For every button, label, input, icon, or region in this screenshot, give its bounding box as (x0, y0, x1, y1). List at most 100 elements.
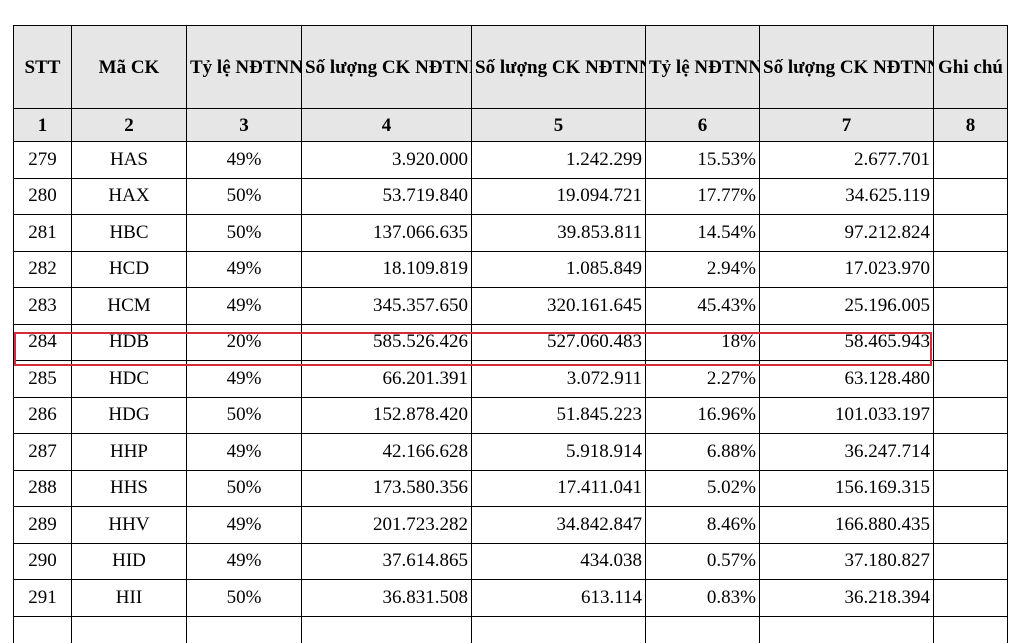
cell-held-ratio: 17.77% (645, 177, 760, 215)
cell-remaining-room: 101.033.197 (759, 396, 934, 434)
cell-note (933, 214, 1008, 252)
cell-max-ratio: 50% (186, 177, 302, 215)
cell-remaining-room: 36.247.714 (759, 433, 934, 471)
cell-max-ratio: 49% (186, 433, 302, 471)
cell-ma-ck: HHV (71, 506, 187, 544)
empty-cell (933, 615, 1008, 643)
cell-max-ratio: 50% (186, 579, 302, 617)
header-note: Ghi chú (933, 25, 1008, 109)
column-number: 1 (13, 108, 72, 142)
cell-note (933, 141, 1008, 179)
cell-max-ratio: 49% (186, 542, 302, 580)
table-body: 279 HAS 49% 3.920.000 1.242.299 15.53% 2… (13, 141, 1008, 643)
table-row: 287 HHP 49% 42.166.628 5.918.914 6.88% 3… (13, 433, 1008, 471)
cell-remaining-room: 166.880.435 (759, 506, 934, 544)
cell-held-qty: 320.161.645 (471, 287, 646, 325)
table-row: 291 HII 50% 36.831.508 613.114 0.83% 36.… (13, 579, 1008, 617)
cell-stt: 279 (13, 141, 72, 179)
column-number-row: 1 2 3 4 5 6 7 8 (13, 108, 1008, 142)
cell-note (933, 287, 1008, 325)
header-row: STT Mã CK Tỷ lệ NĐTNN sở hữu tối đa Số l… (13, 25, 1008, 109)
cell-held-qty: 39.853.811 (471, 214, 646, 252)
cell-stt: 285 (13, 360, 72, 398)
cell-max-ratio: 50% (186, 396, 302, 434)
cell-remaining-room: 63.128.480 (759, 360, 934, 398)
cell-max-ratio: 50% (186, 469, 302, 507)
cell-allowed-qty: 345.357.650 (301, 287, 472, 325)
cell-note (933, 323, 1008, 361)
table-row-highlighted: 284 HDB 20% 585.526.426 527.060.483 18% … (13, 323, 1008, 361)
cell-remaining-room: 97.212.824 (759, 214, 934, 252)
cell-held-qty: 1.242.299 (471, 141, 646, 179)
empty-cell (186, 615, 302, 643)
cell-note (933, 177, 1008, 215)
cell-held-ratio: 18% (645, 323, 760, 361)
column-number: 5 (471, 108, 646, 142)
cell-stt: 283 (13, 287, 72, 325)
table-row: 289 HHV 49% 201.723.282 34.842.847 8.46%… (13, 506, 1008, 544)
cell-max-ratio: 49% (186, 287, 302, 325)
cell-note (933, 433, 1008, 471)
cell-held-qty: 527.060.483 (471, 323, 646, 361)
cell-allowed-qty: 18.109.819 (301, 250, 472, 288)
cell-allowed-qty: 36.831.508 (301, 579, 472, 617)
cell-stt: 286 (13, 396, 72, 434)
table-row: 288 HHS 50% 173.580.356 17.411.041 5.02%… (13, 469, 1008, 507)
empty-cell (471, 615, 646, 643)
cell-held-qty: 613.114 (471, 579, 646, 617)
foreign-ownership-table: STT Mã CK Tỷ lệ NĐTNN sở hữu tối đa Số l… (13, 25, 1008, 643)
cell-max-ratio: 20% (186, 323, 302, 361)
cell-held-ratio: 0.83% (645, 579, 760, 617)
empty-cell (759, 615, 934, 643)
cell-held-ratio: 16.96% (645, 396, 760, 434)
cell-stt: 288 (13, 469, 72, 507)
cell-remaining-room: 58.465.943 (759, 323, 934, 361)
empty-cell (301, 615, 472, 643)
cell-held-ratio: 45.43% (645, 287, 760, 325)
cell-allowed-qty: 137.066.635 (301, 214, 472, 252)
cell-ma-ck: HCD (71, 250, 187, 288)
column-number: 2 (71, 108, 187, 142)
cell-ma-ck: HAX (71, 177, 187, 215)
cell-ma-ck: HDC (71, 360, 187, 398)
cell-note (933, 360, 1008, 398)
cell-max-ratio: 49% (186, 250, 302, 288)
table-row: 282 HCD 49% 18.109.819 1.085.849 2.94% 1… (13, 250, 1008, 288)
cell-remaining-room: 17.023.970 (759, 250, 934, 288)
cell-allowed-qty: 152.878.420 (301, 396, 472, 434)
cell-allowed-qty: 173.580.356 (301, 469, 472, 507)
header-max-ratio: Tỷ lệ NĐTNN sở hữu tối đa (186, 25, 302, 109)
cell-max-ratio: 49% (186, 506, 302, 544)
table-row: 285 HDC 49% 66.201.391 3.072.911 2.27% 6… (13, 360, 1008, 398)
cell-stt: 290 (13, 542, 72, 580)
cell-ma-ck: HCM (71, 287, 187, 325)
cell-note (933, 250, 1008, 288)
empty-cell (71, 615, 187, 643)
header-ma-ck: Mã CK (71, 25, 187, 109)
cell-remaining-room: 2.677.701 (759, 141, 934, 179)
cell-allowed-qty: 53.719.840 (301, 177, 472, 215)
header-stt: STT (13, 25, 72, 109)
cell-note (933, 579, 1008, 617)
cell-note (933, 542, 1008, 580)
cell-allowed-qty: 201.723.282 (301, 506, 472, 544)
cell-ma-ck: HAS (71, 141, 187, 179)
table-row: 280 HAX 50% 53.719.840 19.094.721 17.77%… (13, 177, 1008, 215)
cell-held-ratio: 5.02% (645, 469, 760, 507)
cell-max-ratio: 49% (186, 141, 302, 179)
cell-held-qty: 51.845.223 (471, 396, 646, 434)
cell-stt: 289 (13, 506, 72, 544)
cell-allowed-qty: 37.614.865 (301, 542, 472, 580)
table-row: 283 HCM 49% 345.357.650 320.161.645 45.4… (13, 287, 1008, 325)
cell-remaining-room: 36.218.394 (759, 579, 934, 617)
column-number: 7 (759, 108, 934, 142)
cell-held-ratio: 2.27% (645, 360, 760, 398)
cell-held-qty: 19.094.721 (471, 177, 646, 215)
cell-ma-ck: HII (71, 579, 187, 617)
empty-cell (645, 615, 760, 643)
cell-stt: 291 (13, 579, 72, 617)
cell-note (933, 396, 1008, 434)
cell-held-qty: 434.038 (471, 542, 646, 580)
cell-remaining-room: 37.180.827 (759, 542, 934, 580)
cell-remaining-room: 25.196.005 (759, 287, 934, 325)
